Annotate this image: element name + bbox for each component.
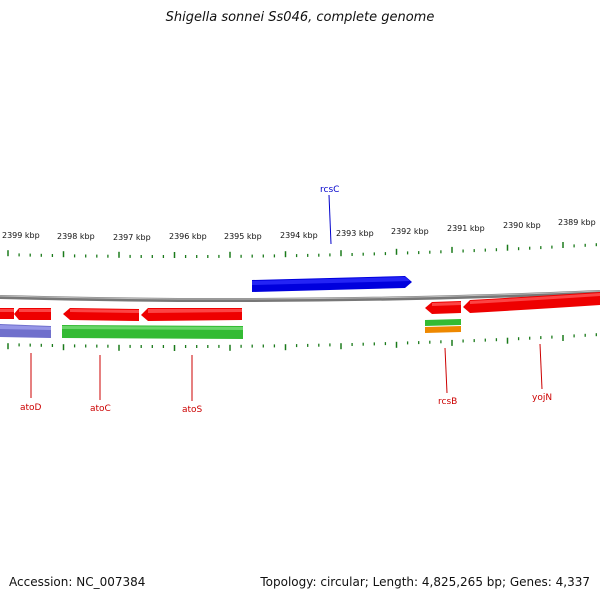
feature-orange	[425, 326, 461, 333]
accession-text: Accession: NC_007384	[9, 575, 146, 589]
scale-labels: 2399 kbp 2398 kbp 2397 kbp 2396 kbp 2395…	[2, 218, 596, 242]
genome-backbone	[0, 290, 600, 303]
gene-label-atoC: atoC	[90, 404, 111, 414]
scale-label: 2398 kbp	[57, 232, 95, 241]
scale-label: 2391 kbp	[447, 224, 485, 233]
scale-label: 2397 kbp	[113, 233, 151, 242]
feature-green-small	[425, 319, 461, 326]
scale-label: 2394 kbp	[280, 231, 318, 240]
genome-summary-text: Topology: circular; Length: 4,825,265 bp…	[260, 575, 590, 589]
gene-label-rcsC: rcsC	[320, 185, 339, 195]
gene-label-rcsB: rcsB	[438, 397, 457, 407]
scale-label: 2390 kbp	[503, 221, 541, 230]
scale-label: 2396 kbp	[169, 232, 207, 241]
gene-label-atoS: atoS	[182, 405, 203, 415]
scale-label: 2395 kbp	[224, 232, 262, 241]
gene-label-atoD: atoD	[20, 403, 42, 413]
scale-ticks-inner	[7, 333, 597, 351]
leader-rcsC	[328, 194, 332, 245]
leader-yojN	[539, 343, 543, 390]
scale-label: 2392 kbp	[391, 227, 429, 236]
scale-label: 2399 kbp	[2, 231, 40, 240]
map-title: Shigella sonnei Ss046, complete genome	[165, 10, 435, 25]
scale-ticks-outer	[7, 242, 597, 258]
leader-rcsB	[444, 347, 448, 394]
gene-label-yojN: yojN	[532, 393, 552, 403]
scale-label: 2393 kbp	[336, 229, 374, 238]
scale-label: 2389 kbp	[558, 218, 596, 227]
